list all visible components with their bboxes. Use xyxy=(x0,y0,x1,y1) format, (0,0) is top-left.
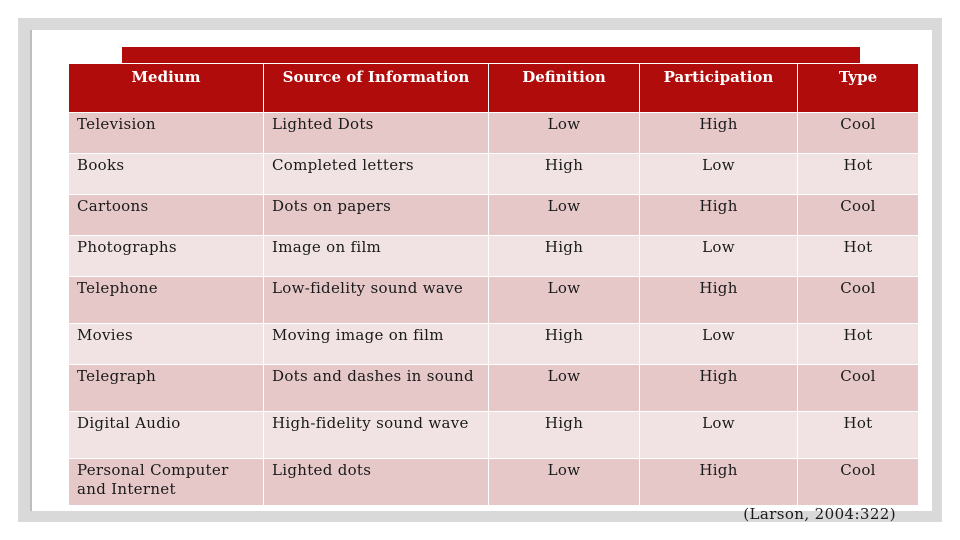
cell-source: Dots on papers xyxy=(263,194,489,236)
cell-definition: High xyxy=(488,235,640,277)
cell-participation: High xyxy=(639,364,798,412)
cell-participation: Low xyxy=(639,235,798,277)
cell-participation: High xyxy=(639,276,798,324)
cell-medium: Digital Audio xyxy=(68,411,264,459)
cell-medium: Movies xyxy=(68,323,264,365)
table-row: Cartoons Dots on papers Low High Cool xyxy=(68,194,919,236)
cell-source: High-fidelity sound wave xyxy=(263,411,489,459)
cell-medium: Telephone xyxy=(68,276,264,324)
cell-participation: Low xyxy=(639,153,798,195)
cell-type: Cool xyxy=(797,194,919,236)
cell-type: Cool xyxy=(797,364,919,412)
media-comparison-table: Medium Source of Information Definition … xyxy=(68,63,919,506)
accent-bar xyxy=(122,47,860,63)
cell-participation: High xyxy=(639,194,798,236)
table-row: Books Completed letters High Low Hot xyxy=(68,153,919,195)
cell-medium: Photographs xyxy=(68,235,264,277)
cell-medium: Telegraph xyxy=(68,364,264,412)
cell-definition: Low xyxy=(488,364,640,412)
cell-type: Hot xyxy=(797,235,919,277)
cell-source: Lighted Dots xyxy=(263,112,489,154)
cell-definition: High xyxy=(488,411,640,459)
cell-definition: High xyxy=(488,153,640,195)
citation: (Larson, 2004:322) xyxy=(743,505,896,523)
table-row: Photographs Image on film High Low Hot xyxy=(68,235,919,277)
cell-type: Hot xyxy=(797,153,919,195)
table-row: Telephone Low-fidelity sound wave Low Hi… xyxy=(68,276,919,324)
header-type: Type xyxy=(797,63,919,113)
cell-source: Completed letters xyxy=(263,153,489,195)
table-row: Movies Moving image on film High Low Hot xyxy=(68,323,919,365)
table-row: Personal Computer and Internet Lighted d… xyxy=(68,458,919,506)
content-card: Medium Source of Information Definition … xyxy=(30,30,932,523)
cell-definition: Low xyxy=(488,276,640,324)
cell-medium: Television xyxy=(68,112,264,154)
table-row: Digital Audio High-fidelity sound wave H… xyxy=(68,411,919,459)
cell-source: Image on film xyxy=(263,235,489,277)
cell-participation: Low xyxy=(639,323,798,365)
cell-type: Hot xyxy=(797,323,919,365)
header-definition: Definition xyxy=(488,63,640,113)
header-medium: Medium xyxy=(68,63,264,113)
slide-frame: Medium Source of Information Definition … xyxy=(18,18,942,523)
cell-medium: Books xyxy=(68,153,264,195)
table-row: Television Lighted Dots Low High Cool xyxy=(68,112,919,154)
cell-type: Cool xyxy=(797,112,919,154)
table-row: Telegraph Dots and dashes in sound Low H… xyxy=(68,364,919,412)
table-header-row: Medium Source of Information Definition … xyxy=(68,63,919,113)
cell-definition: High xyxy=(488,323,640,365)
cell-type: Cool xyxy=(797,276,919,324)
cell-participation: Low xyxy=(639,411,798,459)
cell-participation: High xyxy=(639,112,798,154)
cell-source: Low-fidelity sound wave xyxy=(263,276,489,324)
cell-medium: Personal Computer and Internet xyxy=(68,458,264,506)
cell-source: Dots and dashes in sound xyxy=(263,364,489,412)
cell-source: Lighted dots xyxy=(263,458,489,506)
cell-source: Moving image on film xyxy=(263,323,489,365)
header-source: Source of Information xyxy=(263,63,489,113)
cell-definition: Low xyxy=(488,194,640,236)
header-participation: Participation xyxy=(639,63,798,113)
cell-type: Cool xyxy=(797,458,919,506)
cell-medium: Cartoons xyxy=(68,194,264,236)
cell-type: Hot xyxy=(797,411,919,459)
cell-definition: Low xyxy=(488,112,640,154)
cell-definition: Low xyxy=(488,458,640,506)
cell-participation: High xyxy=(639,458,798,506)
